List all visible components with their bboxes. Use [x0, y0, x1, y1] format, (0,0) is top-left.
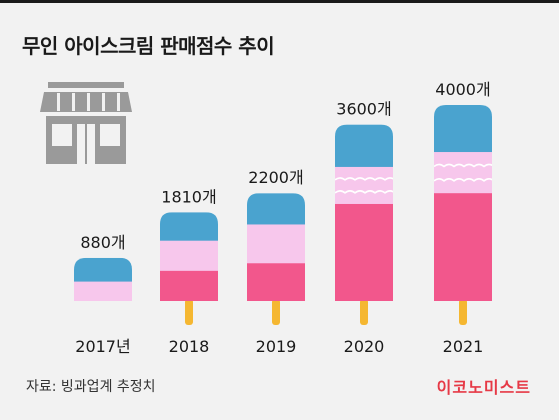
popsicle-segment — [434, 152, 492, 194]
chart-title: 무인 아이스크림 판매점수 추이 — [22, 34, 275, 58]
category-label: 2018 — [169, 337, 210, 356]
popsicle-stick-2 — [272, 299, 280, 325]
data-label: 3600개 — [336, 100, 391, 119]
popsicle-segment — [434, 105, 492, 153]
wave-line — [434, 163, 492, 168]
wave-line — [434, 178, 492, 182]
category-label: 2020 — [344, 337, 385, 356]
brand-logo: 이코노미스트 — [436, 378, 531, 397]
popsicle-segment — [335, 166, 393, 205]
popsicle-segment — [160, 270, 218, 301]
popsicle-stick-1 — [185, 299, 193, 325]
popsicle-segment — [160, 240, 218, 272]
popsicle-stick-4 — [459, 299, 467, 325]
store-icon — [40, 82, 132, 164]
popsicle-stick-3 — [360, 299, 368, 325]
popsicle-bar-0 — [74, 257, 132, 301]
popsicle-segment — [74, 257, 132, 283]
popsicle-segment — [335, 203, 393, 301]
popsicle-segment — [434, 193, 492, 301]
data-label: 1810개 — [161, 187, 216, 206]
top-rule — [0, 0, 559, 3]
popsicle-bar-2 — [247, 193, 305, 301]
popsicle-segment — [74, 281, 132, 301]
popsicle-segment — [247, 224, 305, 264]
popsicle-bar-1 — [160, 212, 218, 301]
data-label: 2200개 — [248, 168, 303, 187]
category-label: 2017년 — [75, 337, 130, 356]
popsicle-segment — [160, 212, 218, 242]
popsicle-segment — [247, 193, 305, 225]
popsicle-bar-4 — [434, 105, 492, 301]
popsicle-segment — [335, 124, 393, 168]
data-label: 880개 — [80, 233, 125, 252]
category-label: 2019 — [256, 337, 297, 356]
popsicle-bar-3 — [335, 124, 393, 301]
popsicle-segment — [247, 263, 305, 301]
wave-line — [335, 190, 393, 194]
wave-line — [335, 177, 393, 181]
source-note: 자료: 빙과업계 추정치 — [26, 379, 156, 395]
data-label: 4000개 — [435, 80, 490, 99]
category-label: 2021 — [443, 337, 484, 356]
